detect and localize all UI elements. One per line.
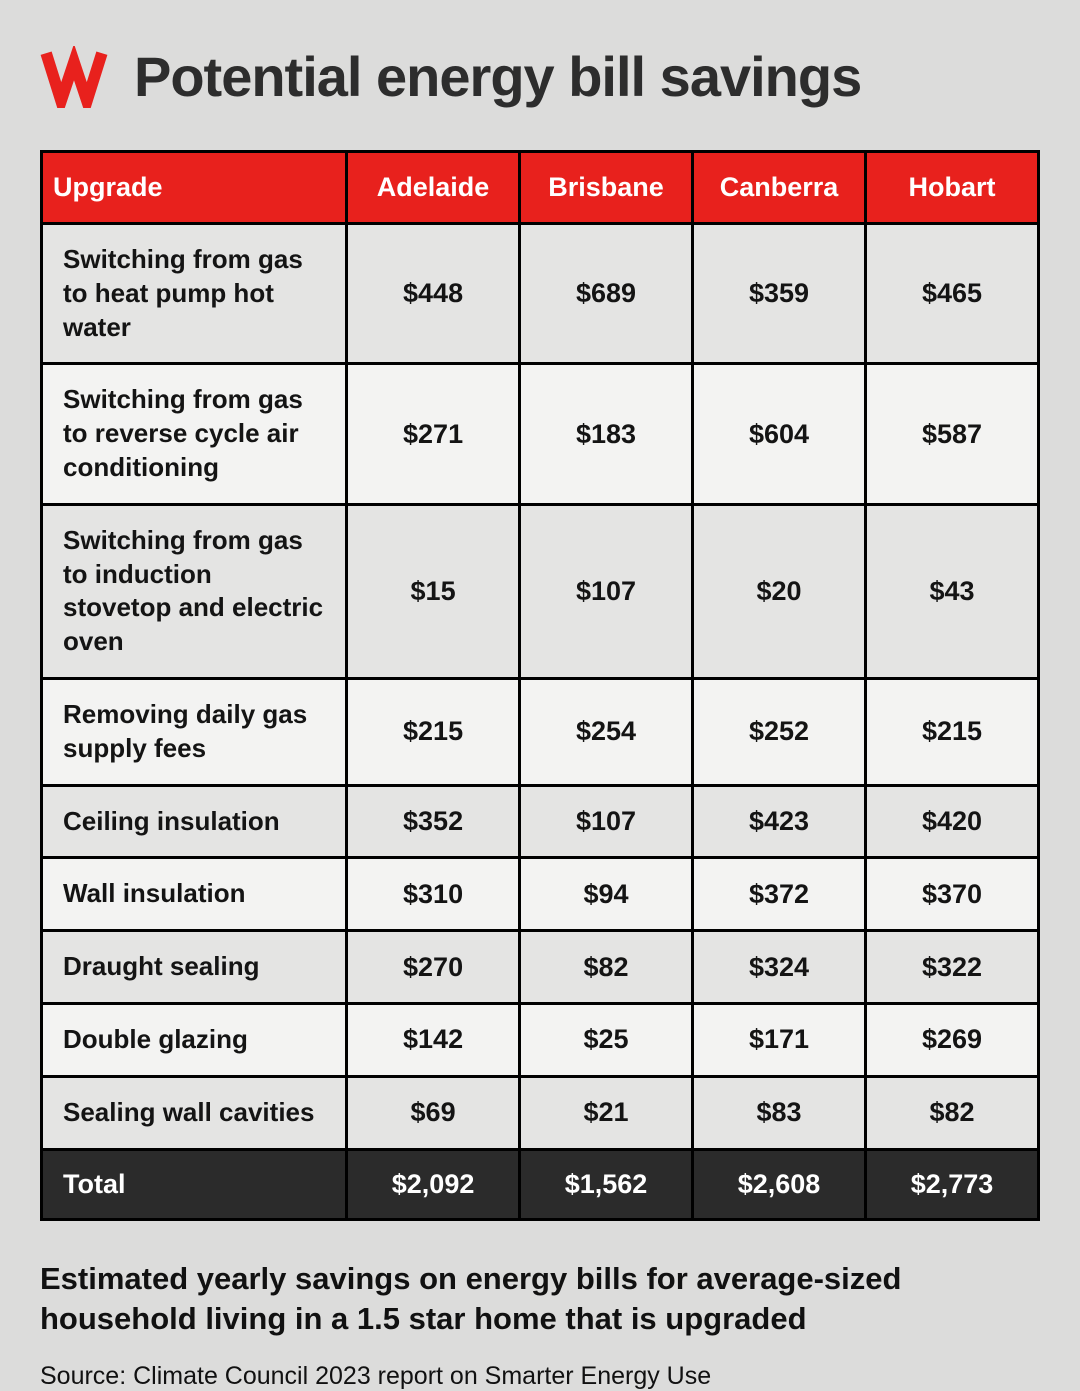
value-cell: $25 [518,1001,695,1078]
value-cell: $359 [691,221,867,366]
column-header-upgrade: Upgrade [39,150,349,225]
table-row: Draught sealing $270 $82 $324 $322 [39,929,1041,1005]
value-cell: $604 [691,362,867,506]
table-row: Removing daily gas supply fees $215 $254 $2… [39,676,1041,787]
value-cell: $183 [518,362,695,506]
total-value: $2,092 [345,1147,522,1221]
row-label: Switching from gas to heat pump hot wate… [39,221,349,366]
value-cell: $215 [345,676,522,787]
table-row: Sealing wall cavities $69 $21 $83 $82 [39,1074,1041,1151]
value-cell: $21 [518,1074,695,1151]
table-row: Wall insulation $310 $94 $372 $370 [39,856,1041,933]
value-cell: $107 [518,783,695,860]
value-cell: $107 [518,502,695,680]
row-label: Switching from gas to reverse cycle air … [39,362,349,506]
value-cell: $15 [345,502,522,680]
value-cell: $254 [518,676,695,787]
table-row: Switching from gas to induction stovetop… [39,502,1041,680]
value-cell: $324 [691,929,867,1005]
table-row: Double glazing $142 $25 $171 $269 [39,1001,1041,1078]
value-cell: $310 [345,856,522,933]
caption: Estimated yearly savings on energy bills… [40,1260,902,1337]
column-header-city: Brisbane [518,150,695,225]
source-note: Source: Climate Council 2023 report on S… [40,1362,712,1391]
value-cell: $270 [345,929,522,1005]
column-header-city: Canberra [691,150,867,225]
value-cell: $587 [863,362,1041,506]
header: Potential energy bill savings [40,46,1040,108]
table-row: Switching from gas to heat pump hot wate… [39,221,1041,366]
value-cell: $465 [863,221,1041,366]
row-label: Wall insulation [39,856,349,933]
value-cell: $352 [345,783,522,860]
value-cell: $372 [691,856,867,933]
table-row: Switching from gas to reverse cycle air … [39,362,1041,506]
table-row: Ceiling insulation $352 $107 $423 $420 [39,783,1041,860]
value-cell: $252 [691,676,867,787]
total-row: Total $2,092 $1,562 $2,608 $2,773 [39,1147,1041,1221]
total-label: Total [39,1147,349,1221]
column-header-city: Adelaide [345,150,522,225]
value-cell: $215 [863,676,1041,787]
value-cell: $423 [691,783,867,860]
value-cell: $322 [863,929,1041,1005]
value-cell: $271 [345,362,522,506]
row-label: Switching from gas to induction stovetop… [39,502,349,680]
savings-table: Upgrade Adelaide Brisbane Canberra Hobart Sw… [39,150,1041,1221]
value-cell: $370 [863,856,1041,933]
infographic-page: Potential energy bill savings Upgrade Ade… [39,46,1041,1391]
value-cell: $689 [518,221,695,366]
total-value: $1,562 [518,1147,695,1221]
total-value: $2,608 [691,1147,867,1221]
row-label: Ceiling insulation [39,783,349,860]
total-value: $2,773 [863,1147,1041,1221]
row-label: Sealing wall cavities [39,1074,349,1151]
row-label: Double glazing [39,1001,349,1078]
value-cell: $43 [863,502,1041,680]
value-cell: $171 [691,1001,867,1078]
value-cell: $142 [345,1001,522,1078]
value-cell: $269 [863,1001,1041,1078]
value-cell: $448 [345,221,522,366]
table-header-row: Upgrade Adelaide Brisbane Canberra Hobart [39,150,1041,225]
sbs-logo-path [40,46,108,108]
value-cell: $82 [518,929,695,1005]
column-header-city: Hobart [863,150,1041,225]
row-label: Draught sealing [39,929,349,1005]
value-cell: $20 [691,502,867,680]
value-cell: $83 [691,1074,867,1151]
value-cell: $420 [863,783,1041,860]
value-cell: $82 [863,1074,1041,1151]
sbs-logo-icon [40,46,108,108]
value-cell: $94 [518,856,695,933]
page-title: Potential energy bill savings [134,45,862,108]
value-cell: $69 [345,1074,522,1151]
row-label: Removing daily gas supply fees [39,676,349,787]
